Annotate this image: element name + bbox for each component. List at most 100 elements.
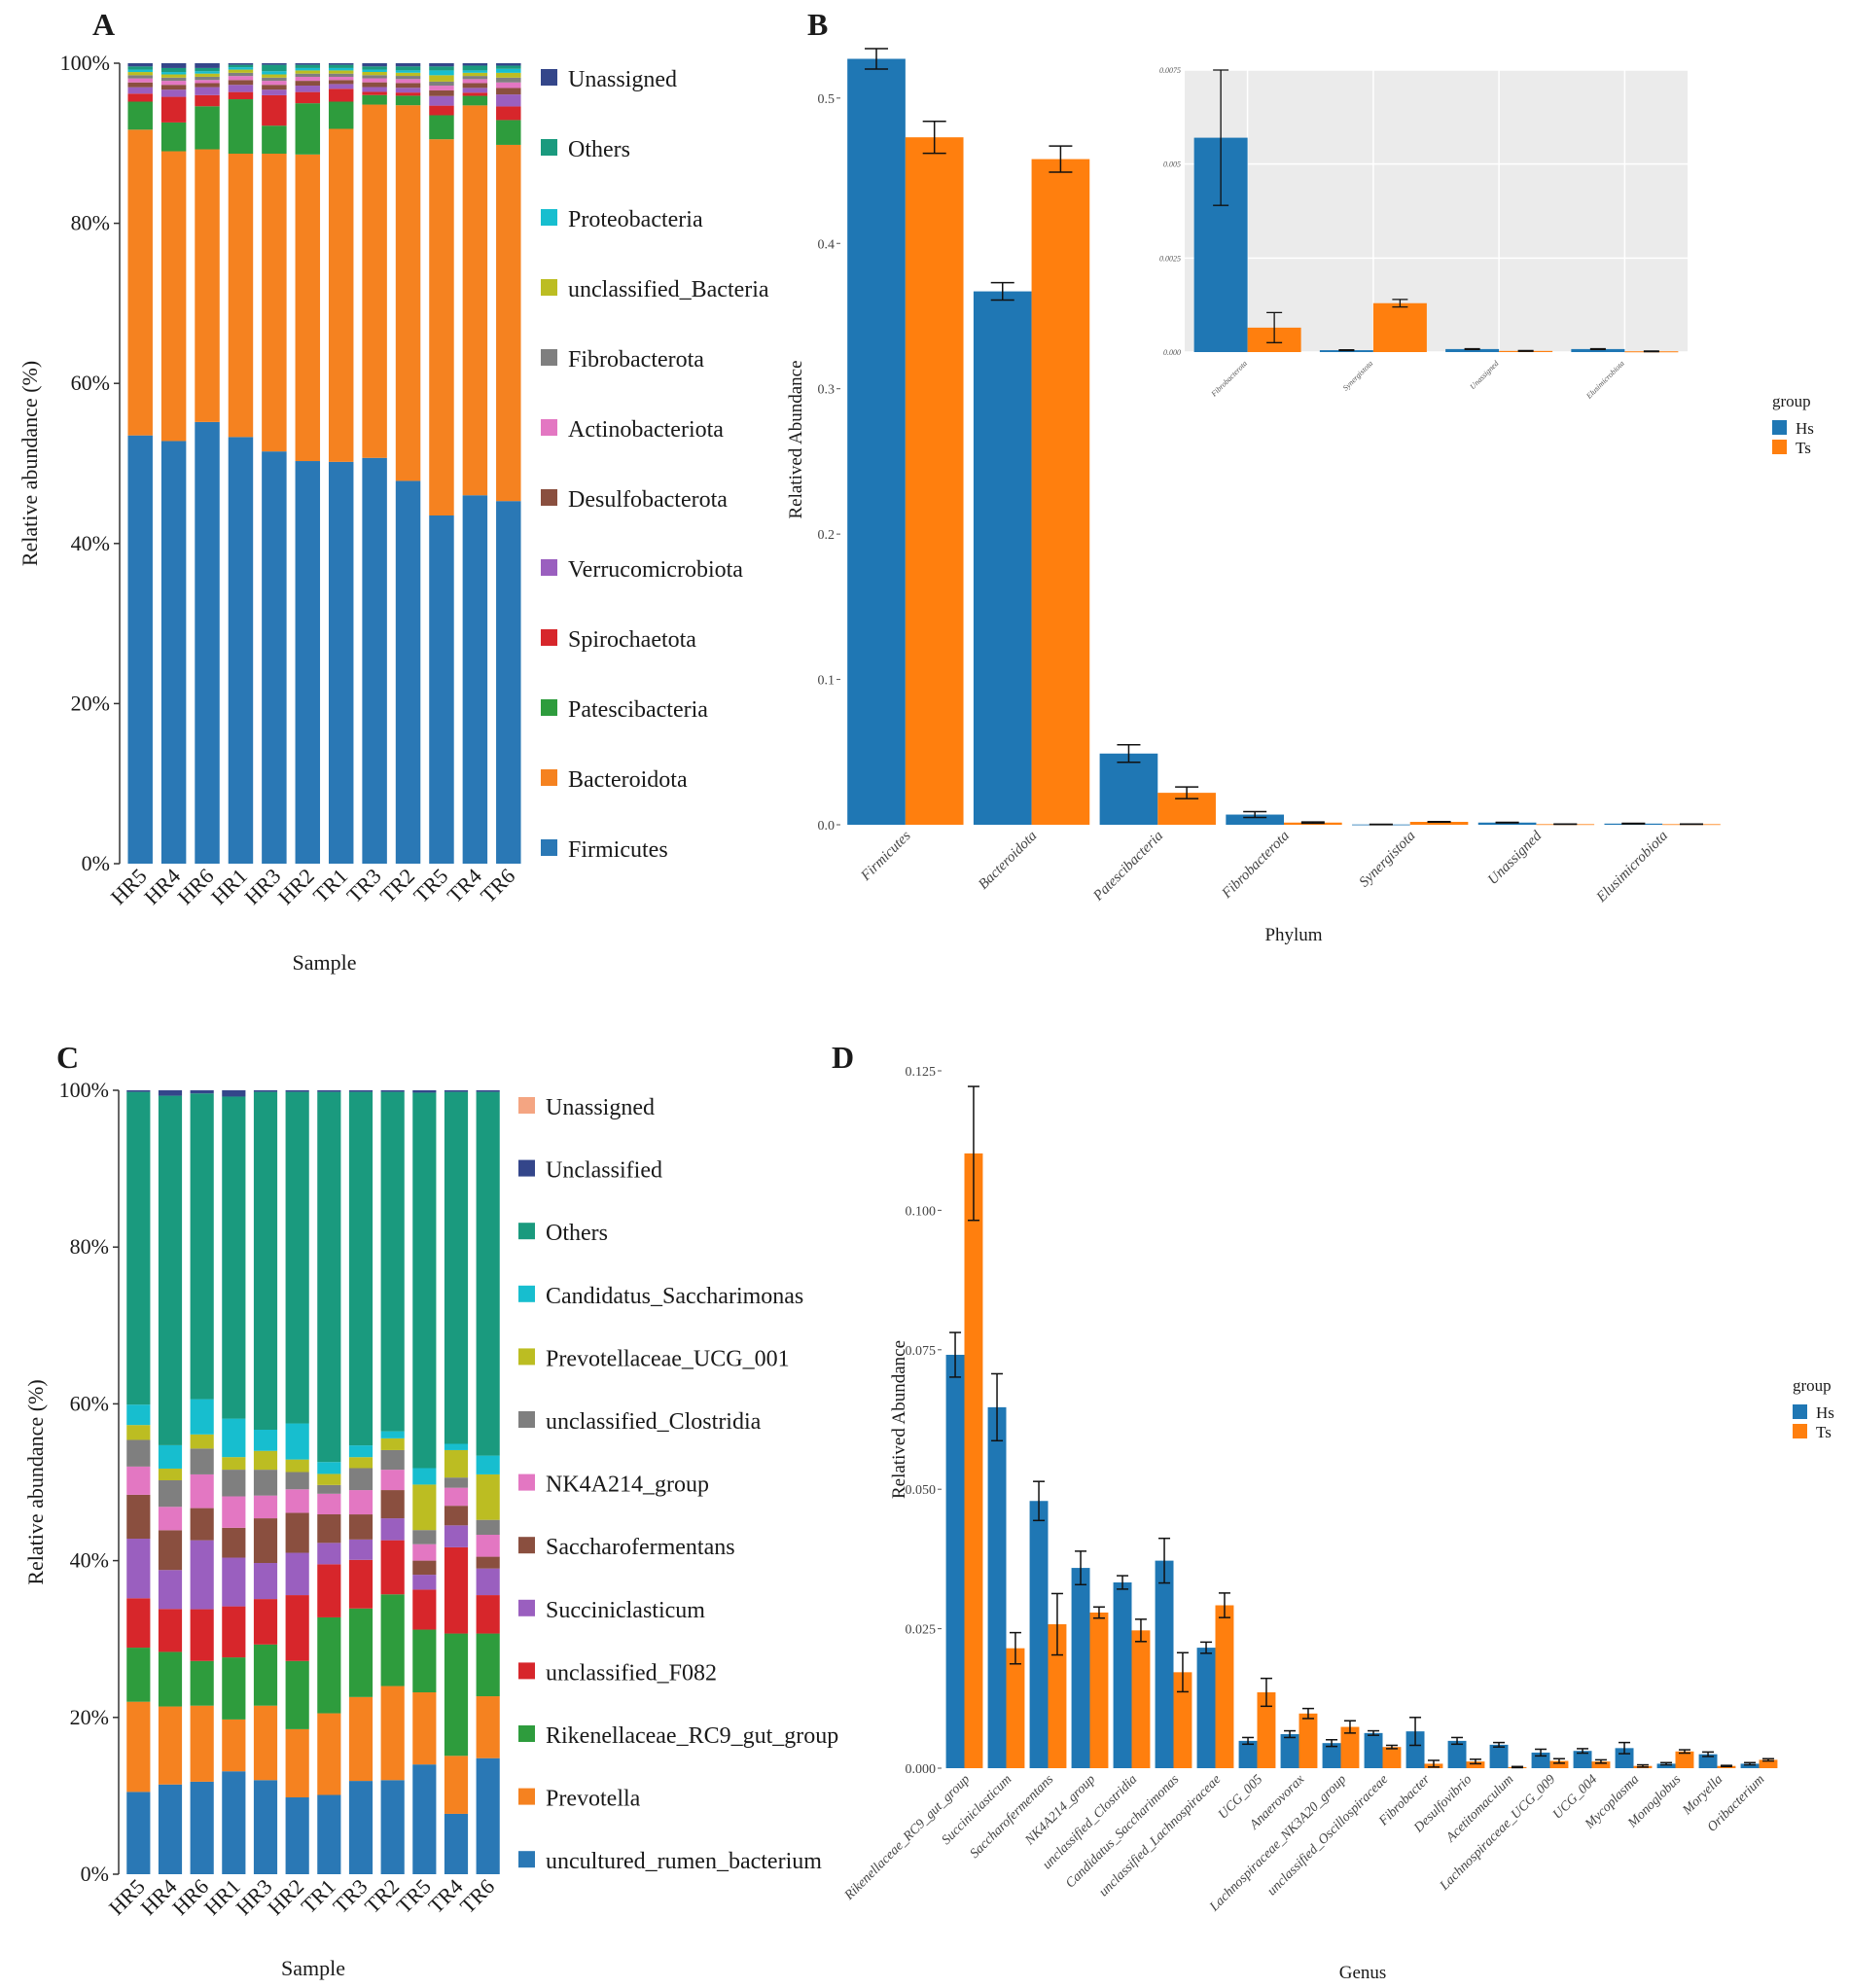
y-tick-label: 80%	[71, 211, 110, 235]
bar-segment-hr4-unclassified-bacteria	[160, 74, 187, 78]
legend-swatch-patescibacteria	[541, 699, 557, 716]
legend-swatch-unclassified-clostridia	[518, 1411, 535, 1428]
bar-segment-hr6-bacteroidota	[195, 149, 220, 422]
bar-segment-hr1-unclassified-bacteria	[228, 69, 254, 73]
bar-segment-tr5-nk4a214-group	[412, 1544, 437, 1561]
bar-bacteroidota-ts	[1031, 159, 1090, 825]
bar-segment-hr6-prevotellaceae-ucg-001	[190, 1434, 214, 1449]
bar-segment-tr5-actinobacteriota	[429, 86, 454, 90]
bar-oribacterium-ts	[1759, 1759, 1778, 1768]
legend-swatch-unassigned	[518, 1097, 535, 1114]
bar-lachnospiraceae-nk3a20-group-hs	[1322, 1743, 1341, 1768]
bar-segment-tr2-unassigned	[395, 63, 421, 67]
panel-label-b: B	[807, 7, 828, 42]
bar-segment-tr2-nk4a214-group	[380, 1470, 405, 1491]
bar-segment-hr2-prevotellaceae-ucg-001	[285, 1459, 309, 1473]
bar-segment-hr2-uncultured-rumen-bacterium	[285, 1797, 309, 1874]
bar-segment-hr2-firmicutes	[295, 461, 321, 864]
bar-segment-tr5-proteobacteria	[429, 70, 454, 76]
bar-segment-hr6-succiniclasticum	[190, 1540, 214, 1610]
bar-segment-hr1-nk4a214-group	[222, 1496, 246, 1528]
bar-segment-hr4-saccharofermentans	[158, 1530, 183, 1571]
legend-label-unclassified-clostridia: unclassified_Clostridia	[546, 1409, 762, 1435]
bar-segment-tr3-actinobacteriota	[362, 78, 387, 83]
legend-label-uncultured-rumen-bacterium: uncultured_rumen_bacterium	[546, 1849, 822, 1874]
bar-segment-hr5-uncultured-rumen-bacterium	[126, 1792, 151, 1874]
bar-segment-hr2-nk4a214-group	[285, 1489, 309, 1513]
bar-segment-tr6-others	[496, 65, 521, 69]
x-tick-label: Synergistota	[1357, 829, 1419, 891]
bar-unassigned-hs	[1477, 822, 1537, 825]
bar-segment-tr2-unclassified-clostridia	[380, 1449, 405, 1471]
bar-segment-tr1-verrucomicrobiota	[328, 84, 354, 89]
bar-segment-tr4-proteobacteria	[462, 70, 488, 73]
bar-segment-tr2-prevotella	[380, 1686, 405, 1781]
bar-segment-tr4-firmicutes	[462, 495, 488, 864]
inset-x-tick-label: Fibrobacterota	[1209, 359, 1249, 399]
bar-segment-tr3-others	[362, 66, 387, 70]
bar-segment-hr5-unclassified-clostridia	[126, 1439, 151, 1467]
bar-segment-tr1-actinobacteriota	[328, 76, 354, 81]
bar-segment-hr4-candidatus-saccharimonas	[158, 1444, 183, 1469]
bar-segment-tr1-patescibacteria	[328, 101, 354, 129]
bar-segment-tr4-desulfobacterota	[462, 83, 488, 89]
inset-x-tick-label: Elusimicrobiota	[1583, 359, 1625, 401]
bar-segment-hr4-verrucomicrobiota	[160, 89, 187, 97]
bar-segment-tr4-saccharofermentans	[444, 1506, 469, 1526]
bar-segment-hr2-candidatus-saccharimonas	[285, 1423, 309, 1460]
bar-segment-tr3-unclassified	[348, 1090, 374, 1092]
legend-label-fibrobacterota: Fibrobacterota	[568, 347, 704, 373]
bar-segment-tr2-prevotellaceae-ucg-001	[380, 1438, 405, 1450]
bar-segment-hr3-unassigned	[262, 63, 287, 65]
bar-segment-hr5-prevotellaceae-ucg-001	[126, 1425, 151, 1440]
bar-segment-hr1-others	[228, 64, 254, 68]
bar-segment-tr6-actinobacteriota	[496, 82, 521, 89]
bar-segment-hr1-uncultured-rumen-bacterium	[222, 1771, 246, 1874]
bar-segment-hr4-unclassified	[158, 1090, 183, 1096]
legend-swatch-prevotellaceae-ucg-001	[518, 1348, 535, 1366]
bar-segment-tr3-prevotellaceae-ucg-001	[348, 1457, 374, 1469]
bar-segment-tr3-saccharofermentans	[348, 1514, 374, 1540]
y-tick-label: 40%	[70, 1548, 109, 1573]
legend-swatch-rikenellaceae-rc9-gut-group	[518, 1725, 535, 1742]
y-tick-label: 0.5	[818, 92, 836, 107]
bar-segment-hr6-fibrobacterota	[195, 76, 220, 81]
bar-segment-hr4-fibrobacterota	[160, 77, 187, 82]
x-axis-title: Phylum	[1264, 925, 1322, 945]
bar-segment-tr2-proteobacteria	[395, 70, 421, 73]
bar-segment-tr4-patescibacteria	[462, 95, 488, 106]
bar-segment-tr6-saccharofermentans	[476, 1556, 500, 1569]
y-tick-label: 100%	[60, 51, 110, 75]
legend-label-saccharofermentans: Saccharofermentans	[546, 1535, 735, 1560]
legend-label-proteobacteria: Proteobacteria	[568, 207, 703, 232]
bar-segment-hr5-saccharofermentans	[126, 1494, 151, 1540]
legend-swatch-succiniclasticum	[518, 1599, 535, 1616]
bar-segment-tr5-unclassified	[412, 1090, 437, 1093]
bar-segment-hr1-prevotellaceae-ucg-001	[222, 1457, 246, 1471]
inset-bar-unassigned-hs	[1445, 348, 1500, 352]
x-tick-label: Firmicutes	[858, 828, 914, 884]
y-tick-label: 0.025	[906, 1623, 937, 1638]
bar-segment-tr4-unclassified-clostridia	[444, 1477, 469, 1488]
bar-segment-hr6-actinobacteriota	[195, 80, 220, 84]
bar-segment-tr2-others	[395, 66, 421, 71]
bar-segment-hr4-others	[160, 67, 187, 73]
bar-segment-tr3-firmicutes	[362, 457, 387, 864]
bar-segment-hr5-unclassified-bacteria	[127, 72, 153, 76]
bar-nk4a214-group-hs	[1071, 1568, 1090, 1768]
legend-label-candidatus-saccharimonas: Candidatus_Saccharimonas	[546, 1284, 803, 1309]
bar-segment-hr4-firmicutes	[160, 441, 187, 864]
bar-unclassified-clostridia-hs	[1113, 1581, 1132, 1768]
y-tick-label: 60%	[70, 1391, 109, 1415]
bar-segment-hr3-unclassified	[253, 1090, 278, 1092]
bar-segment-tr6-verrucomicrobiota	[496, 94, 521, 107]
bar-segment-tr6-unassigned	[496, 63, 521, 66]
y-tick-label: 0.050	[906, 1483, 937, 1498]
bar-segment-hr5-actinobacteriota	[127, 78, 153, 83]
bar-segment-tr2-bacteroidota	[395, 105, 421, 481]
bar-segment-tr3-prevotella	[348, 1696, 374, 1782]
legend-title: group	[1772, 392, 1811, 410]
legend-label-hs: Hs	[1816, 1403, 1834, 1422]
bar-segment-hr1-unclassified	[222, 1090, 246, 1097]
inset-x-tick-label: Synergistota	[1341, 359, 1374, 392]
